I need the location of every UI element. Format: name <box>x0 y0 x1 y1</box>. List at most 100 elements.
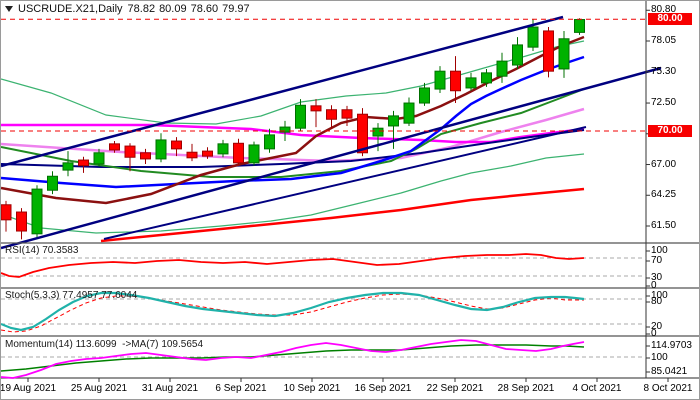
date-axis-label: 10 Sep 2021 <box>283 383 341 394</box>
quote-low: 78.60 <box>190 3 219 15</box>
stoch-main-line <box>1 291 585 332</box>
quote-open: 78.82 <box>127 3 156 15</box>
indicator-axis-label: 0 <box>651 280 657 291</box>
candle-body <box>481 72 492 84</box>
ma-magenta <box>1 123 585 144</box>
candle-body <box>403 102 415 124</box>
candle-body <box>388 115 399 127</box>
quote-high: 80.09 <box>159 3 187 15</box>
date-axis-label: 25 Aug 2021 <box>70 383 128 394</box>
indicator-axis-label: 20 <box>651 321 663 332</box>
rsi-line <box>1 253 585 278</box>
momentum-ma-label: ->MA(7) <box>122 339 159 350</box>
candle-body <box>450 70 461 92</box>
ma-blue <box>1 55 585 189</box>
candle-body <box>372 127 384 137</box>
symbol-title: USCRUDE.X21,Daily <box>18 3 123 15</box>
rsi-value: 70.3583 <box>42 245 79 256</box>
ma-maroon <box>1 35 585 205</box>
candle-body <box>341 109 353 119</box>
candle-body <box>279 126 291 133</box>
date-axis-label: 6 Sep 2021 <box>215 383 267 394</box>
date-axis-label: 19 Aug 2021 <box>0 383 57 394</box>
date-axis-label: 8 Oct 2021 <box>643 383 693 394</box>
candle-body <box>93 152 105 165</box>
candle-body <box>124 145 136 158</box>
indicator-axis-label: 100 <box>651 245 668 256</box>
candle-body <box>465 77 477 89</box>
indicator-axis-label: 70 <box>651 255 663 266</box>
candle-body <box>62 162 74 171</box>
momentum-label: Momentum(14) 113.6099 ->MA(7) 109.5654 <box>5 339 204 350</box>
candle-body <box>558 38 570 70</box>
momentum-line <box>1 339 585 379</box>
indicator-axis-label: 80 <box>651 296 663 307</box>
candle-body <box>496 60 508 77</box>
candle-body <box>543 30 554 72</box>
indicator-axis-label: 100 <box>651 290 668 301</box>
envelope-lower-seagreen <box>1 153 585 234</box>
candle-body <box>140 152 151 160</box>
momentum-ma-line <box>1 344 585 372</box>
candle-body <box>109 143 120 151</box>
trendline-channel-lower <box>1 66 662 250</box>
indicator-axis-label: 0 <box>651 328 657 339</box>
date-axis-label: 4 Oct 2021 <box>572 383 622 394</box>
candle-body <box>264 134 275 150</box>
candle-body <box>233 142 244 164</box>
indicator-axis-label: 85.0421 <box>651 366 688 377</box>
price-marker-badge: 70.00 <box>648 124 692 137</box>
candle-body <box>326 109 337 120</box>
candle-body <box>16 211 27 232</box>
stoch-label: Stoch(5,3,3) 77.4957 77.6044 <box>5 290 138 301</box>
quote-close: 79.97 <box>222 3 250 15</box>
candle-body <box>1 204 12 221</box>
symbol-title-row[interactable]: USCRUDE.X21,Daily 78.82 80.09 78.60 79.97 <box>5 3 254 15</box>
trendline-inner <box>103 126 587 240</box>
date-axis-label: 16 Sep 2021 <box>354 383 412 394</box>
momentum-value: 113.6099 <box>75 339 117 350</box>
price-axis-label: 75.30 <box>651 65 677 77</box>
date-axis-label: 22 Sep 2021 <box>426 383 484 394</box>
price-axis-label: 67.00 <box>651 158 677 170</box>
envelope-bottom-red <box>100 187 585 243</box>
candle-body <box>217 143 229 155</box>
candle-body <box>171 140 182 150</box>
price-axis-label: 72.50 <box>651 97 677 109</box>
candle-body <box>295 104 306 129</box>
candle-body <box>155 139 167 160</box>
candle-body <box>574 19 585 33</box>
candle-body <box>434 70 446 90</box>
indicator-axis-label: 30 <box>651 272 663 283</box>
ohlc-quotes: 78.82 80.09 78.60 79.97 <box>128 3 254 15</box>
candle-body <box>512 44 523 66</box>
date-axis-label: 28 Sep 2021 <box>497 383 555 394</box>
chevron-down-icon <box>5 6 13 12</box>
indicator-axis-label: 100 <box>651 352 668 363</box>
date-axis-label: 31 Aug 2021 <box>141 383 199 394</box>
trendline-channel-upper <box>1 15 564 168</box>
candle-body <box>310 105 322 112</box>
rsi-label: RSI(14) 70.3583 <box>5 245 79 256</box>
indicator-axis-label: 114.9703 <box>651 340 692 351</box>
candle-body <box>419 87 430 104</box>
price-marker-badge: 80.00 <box>648 13 692 26</box>
price-axis-label: 64.25 <box>651 189 677 201</box>
candle-body <box>202 150 213 157</box>
candle-body <box>31 188 43 235</box>
price-axis-label: 80.80 <box>651 4 677 16</box>
envelope-upper-seagreen <box>1 40 585 125</box>
ma-navy-slow <box>1 129 585 168</box>
stoch-value: 77.4957 77.6044 <box>62 290 138 301</box>
candle-body <box>248 144 260 164</box>
candle-body <box>357 113 368 154</box>
candle-body <box>527 26 539 48</box>
price-axis-label: 61.50 <box>651 219 677 231</box>
candle-body <box>47 175 58 191</box>
price-axis-label: 78.05 <box>651 35 677 46</box>
ma-darkgreen <box>1 88 585 178</box>
candle-body <box>78 159 89 167</box>
candle-body <box>186 151 198 159</box>
